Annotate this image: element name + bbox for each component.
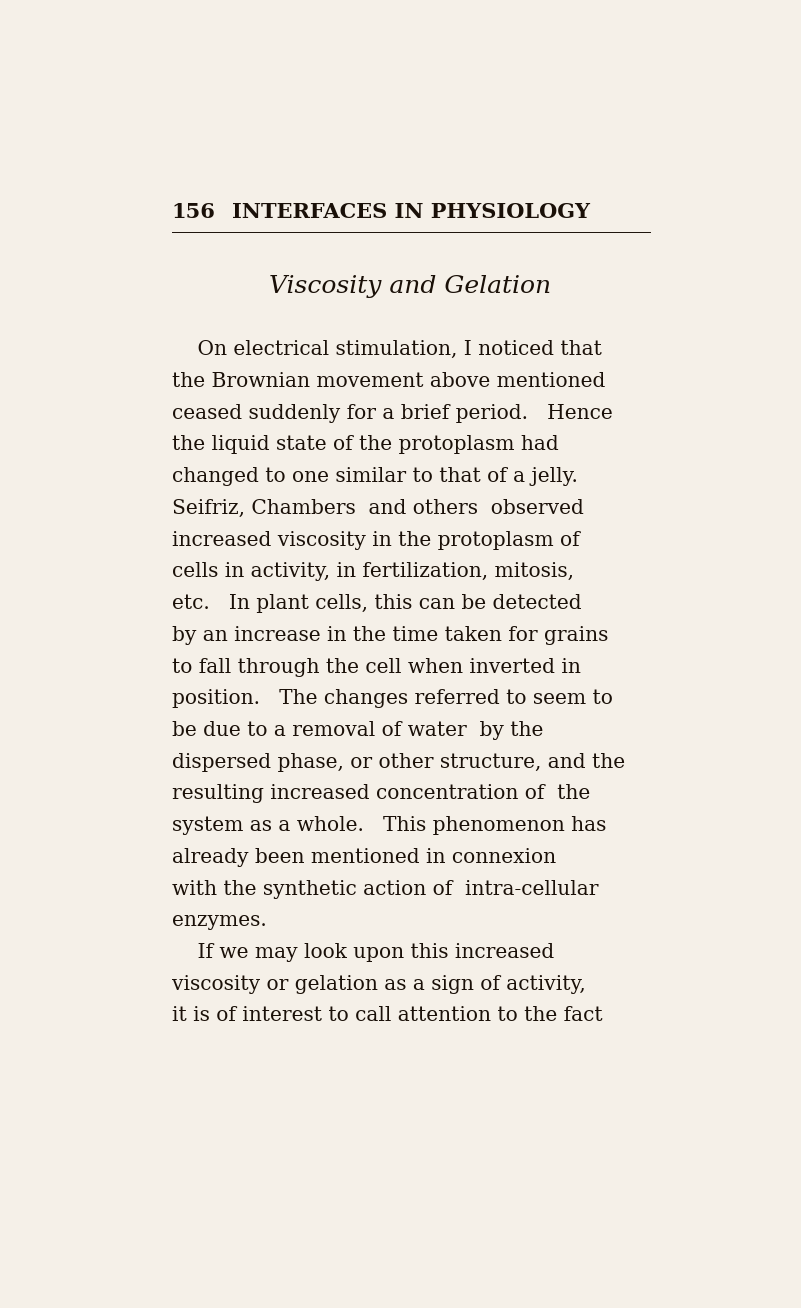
Text: ceased suddenly for a brief period.   Hence: ceased suddenly for a brief period. Henc… xyxy=(171,404,612,422)
Text: resulting increased concentration of  the: resulting increased concentration of the xyxy=(171,785,590,803)
Text: it is of interest to call attention to the fact: it is of interest to call attention to t… xyxy=(171,1006,602,1025)
Text: the Brownian movement above mentioned: the Brownian movement above mentioned xyxy=(171,371,605,391)
Text: dispersed phase, or other structure, and the: dispersed phase, or other structure, and… xyxy=(171,752,625,772)
Text: etc.   In plant cells, this can be detected: etc. In plant cells, this can be detecte… xyxy=(171,594,582,613)
Text: already been mentioned in connexion: already been mentioned in connexion xyxy=(171,848,556,867)
Text: INTERFACES IN PHYSIOLOGY: INTERFACES IN PHYSIOLOGY xyxy=(231,203,590,222)
Text: 156: 156 xyxy=(171,203,215,222)
Text: viscosity or gelation as a sign of activity,: viscosity or gelation as a sign of activ… xyxy=(171,974,586,994)
Text: cells in activity, in fertilization, mitosis,: cells in activity, in fertilization, mit… xyxy=(171,562,574,581)
Text: Seifriz, Chambers  and others  observed: Seifriz, Chambers and others observed xyxy=(171,498,583,518)
Text: be due to a removal of water  by the: be due to a removal of water by the xyxy=(171,721,543,740)
Text: enzymes.: enzymes. xyxy=(171,912,266,930)
Text: with the synthetic action of  intra-cellular: with the synthetic action of intra-cellu… xyxy=(171,879,598,899)
Text: the liquid state of the protoplasm had: the liquid state of the protoplasm had xyxy=(171,436,558,454)
Text: increased viscosity in the protoplasm of: increased viscosity in the protoplasm of xyxy=(171,531,579,549)
Text: changed to one similar to that of a jelly.: changed to one similar to that of a jell… xyxy=(171,467,578,487)
Text: system as a whole.   This phenomenon has: system as a whole. This phenomenon has xyxy=(171,816,606,835)
Text: position.   The changes referred to seem to: position. The changes referred to seem t… xyxy=(171,689,613,708)
Text: by an increase in the time taken for grains: by an increase in the time taken for gra… xyxy=(171,625,608,645)
Text: Viscosity and Gelation: Viscosity and Gelation xyxy=(269,275,552,298)
Text: If we may look upon this increased: If we may look upon this increased xyxy=(171,943,553,963)
Text: On electrical stimulation, I noticed that: On electrical stimulation, I noticed tha… xyxy=(171,340,602,360)
Text: to fall through the cell when inverted in: to fall through the cell when inverted i… xyxy=(171,658,581,676)
